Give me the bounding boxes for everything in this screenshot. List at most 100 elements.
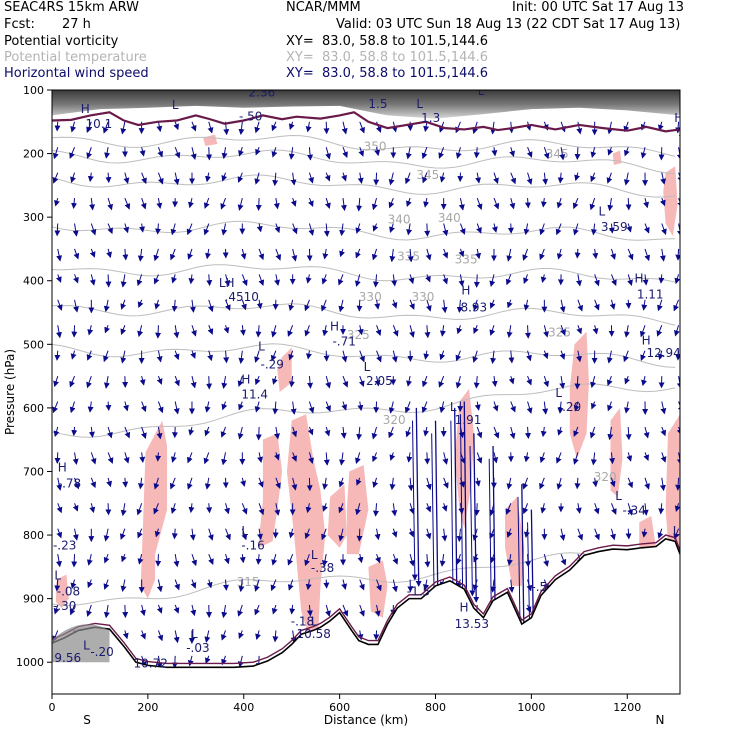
wind-arrow-555 bbox=[475, 248, 482, 260]
wind-arrow-146 bbox=[153, 477, 160, 490]
upper-pv-shading bbox=[52, 90, 680, 119]
wind-arrow-267 bbox=[255, 198, 262, 212]
wind-arrow-578 bbox=[489, 274, 496, 288]
wind-arrow-764 bbox=[625, 528, 632, 540]
wind-arrow-581 bbox=[490, 350, 497, 365]
wind-arrow-320 bbox=[291, 426, 298, 438]
wind-arrow-668 bbox=[560, 325, 566, 336]
y-axis-title: Pressure (hPa) bbox=[3, 349, 17, 435]
wind-arrow-133 bbox=[157, 147, 164, 158]
wind-arrow-2 bbox=[52, 172, 59, 184]
wind-arrow-750 bbox=[623, 172, 630, 186]
wind-arrow-691 bbox=[576, 350, 582, 363]
wind-arrow-11 bbox=[52, 401, 59, 414]
wind-arrow-135 bbox=[156, 197, 163, 210]
wind-arrow-334 bbox=[308, 223, 315, 236]
wind-arrow-295 bbox=[270, 350, 277, 362]
wind-arrow-429 bbox=[373, 401, 380, 414]
wind-arrow-411 bbox=[355, 503, 361, 516]
wind-arrow-148 bbox=[154, 528, 161, 538]
wind-arrow-150 bbox=[156, 579, 163, 593]
wind-arrow-238 bbox=[222, 579, 229, 591]
wind-arrow-132 bbox=[156, 121, 163, 133]
y-tick-label-1000: 1000 bbox=[16, 656, 44, 669]
wind-arrow-36 bbox=[73, 477, 80, 490]
wind-arrow-759 bbox=[624, 401, 630, 414]
wind-arrow-508 bbox=[439, 172, 446, 183]
hl-label-17: H bbox=[461, 284, 470, 298]
hl-label-26: 12.94 bbox=[646, 346, 680, 360]
wind-arrow-114 bbox=[139, 223, 146, 233]
wind-arrow-290 bbox=[274, 223, 281, 234]
wind-arrow-305 bbox=[271, 604, 278, 615]
wind-arrow-23 bbox=[69, 147, 75, 159]
wind-arrow-122 bbox=[141, 426, 147, 440]
wind-arrow-269 bbox=[258, 248, 265, 261]
wind-arrow-206 bbox=[207, 325, 214, 335]
wind-arrow-26 bbox=[72, 223, 79, 237]
wind-arrow-28 bbox=[73, 274, 79, 284]
wind-arrow-714 bbox=[590, 375, 596, 389]
wind-arrow-515 bbox=[439, 350, 446, 361]
wind-arrow-519 bbox=[442, 452, 449, 465]
jet-arrow-0 bbox=[415, 407, 422, 587]
wind-arrow-538 bbox=[455, 375, 462, 389]
wind-arrow-331 bbox=[307, 147, 314, 161]
wind-arrow-522 bbox=[441, 528, 448, 542]
hl-label-22: -.71 bbox=[332, 335, 355, 349]
jet-arrow-0b bbox=[411, 420, 418, 581]
theta-label-2b: 325 bbox=[548, 326, 571, 340]
wind-arrow-458 bbox=[392, 579, 398, 593]
wind-arrow-796 bbox=[661, 223, 667, 236]
wind-arrow-46 bbox=[87, 172, 94, 183]
wind-arrow-513 bbox=[441, 299, 448, 314]
wind-arrow-186 bbox=[190, 375, 197, 389]
wind-arrow-170 bbox=[171, 528, 178, 540]
wind-arrow-183 bbox=[189, 299, 196, 313]
wind-arrow-545 bbox=[455, 553, 462, 565]
wind-arrow-792 bbox=[657, 121, 664, 132]
wind-arrow-280 bbox=[257, 528, 263, 540]
hl-label-52: -.18 bbox=[291, 614, 314, 628]
wind-arrow-424 bbox=[372, 274, 379, 288]
south-end-label: S bbox=[83, 713, 91, 727]
wind-arrow-705 bbox=[590, 147, 597, 158]
wind-arrow-500 bbox=[425, 528, 432, 540]
wind-arrow-469 bbox=[409, 299, 415, 310]
wind-arrow-761 bbox=[626, 452, 633, 462]
hl-label-44: -.23 bbox=[53, 539, 76, 553]
theta-label-5: 340 bbox=[388, 213, 411, 227]
wind-arrow-552 bbox=[475, 172, 482, 184]
wind-arrow-655 bbox=[543, 554, 550, 567]
wind-arrow-716 bbox=[589, 426, 596, 439]
hl-label-38: -.34 bbox=[622, 504, 645, 518]
wind-arrow-209 bbox=[204, 401, 211, 413]
wind-arrow-357 bbox=[322, 248, 329, 260]
wind-arrow-806 bbox=[659, 477, 666, 492]
wind-arrow-741 bbox=[610, 503, 617, 515]
wind-arrow-34 bbox=[71, 426, 78, 437]
theta-label-4: 335 bbox=[397, 249, 420, 263]
wind-arrow-251 bbox=[238, 350, 245, 364]
theta-contour-335 bbox=[52, 264, 676, 283]
wind-arrow-785 bbox=[642, 503, 649, 516]
theta-contour-355 bbox=[52, 135, 676, 157]
wind-arrow-686 bbox=[573, 223, 579, 236]
jet-arrow-2b bbox=[450, 420, 457, 613]
theta-label-6b: 345 bbox=[546, 147, 569, 161]
wind-arrow-226 bbox=[224, 274, 231, 287]
wind-arrow-144 bbox=[156, 426, 163, 440]
wind-arrow-3 bbox=[54, 197, 60, 207]
hl-label-1: 10.1 bbox=[86, 117, 113, 131]
wind-arrow-563 bbox=[476, 452, 483, 464]
wind-arrow-7 bbox=[56, 299, 63, 311]
wind-arrow-605 bbox=[510, 401, 516, 413]
wind-arrow-553 bbox=[476, 197, 483, 211]
wind-arrow-516 bbox=[438, 375, 445, 388]
wind-arrow-663 bbox=[556, 197, 563, 209]
wind-arrow-69 bbox=[107, 197, 113, 211]
wind-arrow-155 bbox=[174, 147, 181, 159]
jet-arrow-1b bbox=[430, 433, 437, 597]
y-tick-label-100: 100 bbox=[23, 84, 44, 97]
hl-label-15: LH bbox=[219, 276, 235, 290]
